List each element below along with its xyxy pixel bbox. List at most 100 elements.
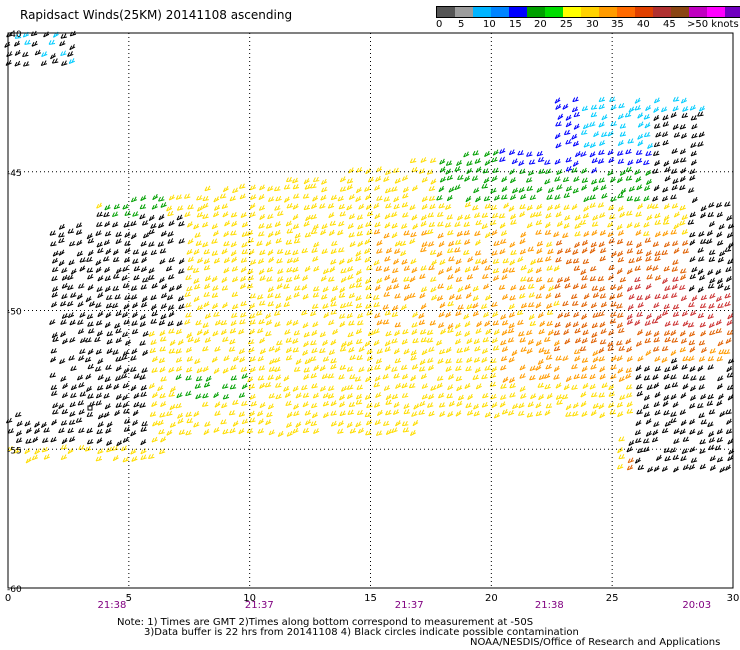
wind-barb [508, 205, 515, 212]
barb-feather [113, 204, 117, 210]
wind-barb [573, 176, 580, 182]
barb-feather [338, 221, 342, 227]
barb-feather [585, 258, 589, 264]
barb-staff [485, 296, 492, 301]
barb-feather [115, 269, 119, 274]
barb-feather [386, 232, 390, 238]
wind-barb [265, 223, 273, 229]
barb-feather [646, 221, 650, 227]
wind-barb [499, 148, 506, 154]
barb-feather [590, 112, 594, 118]
barb-feather [170, 210, 174, 216]
barb-feather [108, 294, 112, 300]
barb-feather [634, 266, 638, 271]
barb-feather [106, 211, 110, 217]
barb-feather [693, 159, 697, 164]
wind-barb [508, 311, 516, 318]
barb-feather [301, 248, 305, 253]
barb-feather [598, 242, 602, 247]
barb-feather [206, 258, 210, 263]
wind-barb [446, 284, 453, 291]
barb-feather [610, 274, 614, 279]
barb-feather [215, 196, 219, 201]
barb-feather [242, 193, 246, 198]
barb-feather [446, 214, 450, 220]
barb-feather [631, 293, 635, 299]
barb-feather [216, 311, 220, 317]
barb-feather [502, 258, 506, 264]
barb-staff [626, 243, 633, 246]
barb-staff [673, 249, 680, 254]
barb-feather [501, 213, 505, 218]
barb-feather [499, 249, 503, 255]
wind-barb [141, 256, 148, 263]
barb-feather [509, 178, 513, 183]
barb-feather [142, 204, 146, 209]
barb-feather [135, 258, 138, 263]
barb-feather [639, 112, 643, 117]
wind-barb [599, 229, 606, 236]
barb-feather [359, 312, 363, 318]
barb-feather [405, 186, 409, 192]
barb-feather [302, 294, 306, 300]
wind-barb [178, 238, 185, 244]
barb-staff [421, 206, 428, 210]
barb-feather [654, 213, 658, 219]
barb-feather [249, 283, 253, 288]
barb-feather [509, 295, 513, 301]
barb-feather [423, 303, 427, 308]
barb-feather [346, 178, 350, 184]
barb-feather [133, 266, 137, 271]
barb-feather [411, 167, 415, 173]
barb-feather [654, 294, 658, 299]
barb-feather [221, 204, 225, 209]
barb-feather [671, 149, 675, 154]
wind-barb [637, 302, 644, 308]
barb-feather [169, 294, 173, 299]
barb-feather [295, 213, 299, 219]
wind-barb [546, 241, 553, 248]
wind-barb [619, 123, 627, 129]
barb-feather [522, 193, 526, 199]
wind-barb [293, 285, 301, 291]
barb-staff [592, 224, 599, 227]
barb-feather [643, 231, 646, 236]
wind-barb [491, 175, 498, 182]
wind-barb [14, 49, 21, 56]
wind-barb [400, 250, 407, 257]
barb-feather [429, 158, 433, 163]
barb-feather [61, 61, 64, 66]
wind-barb [348, 167, 355, 174]
wind-barb [431, 259, 437, 266]
barb-feather [150, 295, 154, 300]
wind-barb [268, 256, 275, 263]
barb-feather [355, 251, 359, 257]
wind-barb [221, 203, 228, 209]
wind-barb [481, 183, 488, 189]
barb-feather [441, 158, 445, 164]
scale-swatch [509, 7, 527, 17]
wind-barb [635, 241, 642, 249]
barb-feather [96, 242, 100, 248]
barb-feather [474, 175, 478, 180]
barb-feather [211, 277, 215, 282]
barb-feather [583, 142, 587, 148]
barb-feather [643, 160, 646, 165]
wind-barb [616, 292, 623, 298]
barb-feather [395, 167, 399, 173]
barb-feather [196, 295, 200, 301]
wind-barb [689, 231, 696, 238]
wind-barb [347, 274, 354, 280]
wind-barb [249, 259, 257, 266]
barb-feather [647, 122, 651, 127]
barb-feather [86, 234, 90, 239]
wind-barb [96, 202, 103, 209]
barb-feather [385, 170, 388, 175]
wind-barb [556, 276, 564, 283]
barb-feather [167, 274, 171, 280]
wind-barb [671, 283, 678, 290]
barb-feather [576, 176, 579, 181]
wind-barb [555, 257, 562, 263]
barb-feather [673, 212, 677, 218]
wind-barb [112, 249, 119, 256]
